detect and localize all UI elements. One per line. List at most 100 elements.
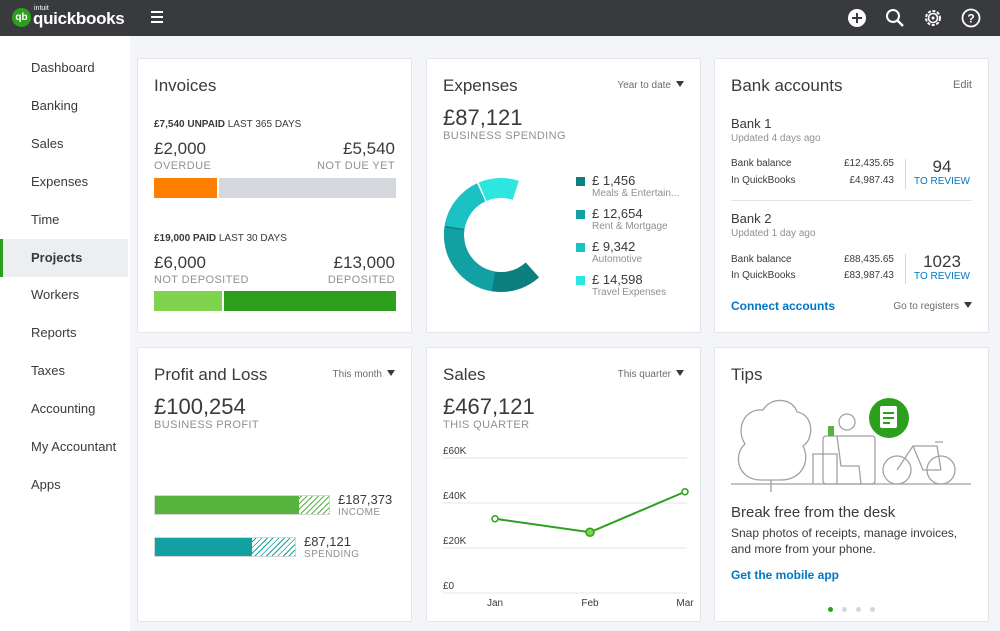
expenses-donut-chart[interactable] bbox=[441, 175, 561, 295]
bank-1-qb-label: In QuickBooks bbox=[731, 175, 796, 186]
paid-amount: £19,000 PAID bbox=[154, 233, 217, 244]
bank-2-review-link[interactable]: TO REVIEW bbox=[914, 271, 970, 282]
spending-bar-fill bbox=[155, 538, 252, 556]
unpaid-bar[interactable] bbox=[154, 178, 396, 198]
go-to-registers-dropdown[interactable]: Go to registers bbox=[893, 301, 972, 312]
bank-1-name[interactable]: Bank 1 bbox=[731, 116, 772, 131]
chevron-down-icon bbox=[676, 81, 684, 87]
deposited-value[interactable]: £13,000 bbox=[333, 253, 395, 272]
pagination-dot[interactable] bbox=[870, 607, 875, 612]
bank-2-qb-label: In QuickBooks bbox=[731, 270, 796, 281]
legend-value[interactable]: £ 9,342 bbox=[592, 239, 636, 254]
sales-series-line bbox=[494, 490, 686, 534]
x-tick-label: Feb bbox=[581, 598, 599, 609]
tip-headline: Break free from the desk bbox=[731, 504, 896, 521]
profit-loss-title[interactable]: Profit and Loss bbox=[154, 365, 268, 384]
sales-title[interactable]: Sales bbox=[443, 365, 486, 384]
unpaid-amount: £7,540 UNPAID bbox=[154, 119, 225, 130]
legend-value[interactable]: £ 12,654 bbox=[592, 206, 643, 221]
sales-total-label: THIS QUARTER bbox=[443, 419, 530, 431]
legend-label: Rent & Mortgage bbox=[592, 221, 668, 232]
overdue-bar-segment[interactable] bbox=[154, 178, 220, 198]
notdeposited-label: NOT DEPOSITED bbox=[154, 274, 249, 286]
paid-bar[interactable] bbox=[154, 291, 396, 311]
expenses-period-dropdown[interactable]: Year to date bbox=[617, 80, 684, 91]
bank-2-review-count[interactable]: 1023 bbox=[923, 252, 961, 271]
menu-icon[interactable] bbox=[151, 11, 163, 23]
legend-value[interactable]: £ 1,456 bbox=[592, 173, 636, 188]
sales-data-point[interactable] bbox=[681, 488, 689, 496]
legend-swatch bbox=[576, 210, 585, 219]
sidebar-item-taxes[interactable]: Taxes bbox=[31, 363, 65, 379]
sales-data-point[interactable] bbox=[585, 527, 595, 537]
bank-2-qb-value: £83,987.43 bbox=[843, 270, 894, 281]
sales-period-dropdown[interactable]: This quarter bbox=[618, 369, 684, 380]
legend-label: Travel Expenses bbox=[592, 287, 667, 298]
sidebar-item-accounting[interactable]: Accounting bbox=[31, 401, 96, 417]
sidebar-item-workers[interactable]: Workers bbox=[31, 287, 80, 303]
y-tick-label: £20K bbox=[443, 536, 467, 547]
profit-loss-card: Profit and Loss This month £100,254 BUSI… bbox=[137, 347, 412, 622]
bank-1-review-count[interactable]: 94 bbox=[932, 157, 952, 176]
tips-pagination[interactable] bbox=[828, 599, 884, 617]
quickbooks-logo-icon[interactable]: qb bbox=[12, 8, 31, 27]
legend-value[interactable]: £ 14,598 bbox=[592, 272, 643, 287]
overdue-label: OVERDUE bbox=[154, 160, 212, 172]
legend-swatch bbox=[576, 177, 585, 186]
sidebar-item-my-accountant[interactable]: My Accountant bbox=[31, 439, 117, 454]
brand-name[interactable]: quickbooks bbox=[33, 9, 125, 28]
sidebar: Dashboard Banking Sales Expenses Time Project… bbox=[0, 36, 130, 631]
pagination-dot[interactable] bbox=[856, 607, 861, 612]
profit-loss-period-dropdown[interactable]: This month bbox=[333, 369, 395, 380]
pagination-dot[interactable] bbox=[828, 607, 833, 612]
bank-2-updated: Updated 1 day ago bbox=[731, 228, 816, 239]
pagination-dot[interactable] bbox=[842, 607, 847, 612]
sidebar-item-expenses[interactable]: Expenses bbox=[31, 173, 89, 189]
edit-link[interactable]: Edit bbox=[953, 79, 972, 91]
bank-1-balance-label: Bank balance bbox=[731, 158, 792, 169]
sidebar-item-sales[interactable]: Sales bbox=[31, 135, 64, 151]
sidebar-item-time[interactable]: Time bbox=[31, 211, 60, 227]
get-mobile-app-link[interactable]: Get the mobile app bbox=[731, 568, 840, 582]
expenses-title[interactable]: Expenses bbox=[443, 76, 518, 95]
sales-data-point[interactable] bbox=[491, 515, 499, 523]
donut-slice[interactable] bbox=[444, 178, 558, 292]
legend-swatch bbox=[576, 276, 585, 285]
sales-card: Sales This quarter £467,121 THIS QUARTER… bbox=[426, 347, 701, 622]
bank-1-review-link[interactable]: TO REVIEW bbox=[914, 176, 970, 187]
search-icon[interactable] bbox=[884, 7, 906, 29]
sidebar-item-banking[interactable]: Banking bbox=[31, 97, 78, 113]
x-tick-label: Mar bbox=[676, 598, 694, 609]
x-tick-label: Jan bbox=[487, 598, 503, 609]
bank-2-balance-label: Bank balance bbox=[731, 254, 792, 265]
income-bar-fill bbox=[155, 496, 300, 514]
chevron-down-icon bbox=[387, 370, 395, 376]
legend-label: Meals & Entertain... bbox=[592, 188, 680, 199]
spending-value: £87,121 bbox=[304, 534, 351, 549]
svg-text:?: ? bbox=[967, 12, 974, 26]
sidebar-item-apps[interactable]: Apps bbox=[31, 476, 61, 492]
sidebar-item-reports[interactable]: Reports bbox=[31, 325, 77, 341]
spending-label: SPENDING bbox=[304, 549, 360, 560]
notdeposited-value[interactable]: £6,000 bbox=[154, 253, 206, 272]
sidebar-item-dashboard[interactable]: Dashboard bbox=[31, 60, 95, 75]
notdeposited-bar-segment[interactable] bbox=[154, 291, 225, 311]
spending-bar[interactable] bbox=[154, 537, 296, 557]
invoices-title[interactable]: Invoices bbox=[154, 76, 217, 95]
expenses-total-label: BUSINESS SPENDING bbox=[443, 130, 566, 142]
legend-swatch bbox=[576, 243, 585, 252]
income-value: £187,373 bbox=[338, 492, 393, 507]
sales-line-chart[interactable]: £60K £40K £20K £0 Jan Feb Mar bbox=[427, 436, 702, 616]
gear-icon[interactable] bbox=[922, 7, 944, 29]
chevron-down-icon bbox=[964, 302, 972, 308]
notdue-value[interactable]: £5,540 bbox=[343, 139, 395, 158]
plus-circle-icon[interactable] bbox=[846, 7, 868, 29]
income-bar[interactable] bbox=[154, 495, 330, 515]
tips-title[interactable]: Tips bbox=[731, 365, 763, 384]
overdue-value[interactable]: £2,000 bbox=[154, 139, 206, 158]
help-icon[interactable]: ? bbox=[960, 7, 982, 29]
bank-accounts-title[interactable]: Bank accounts bbox=[731, 76, 843, 95]
bank-2-name[interactable]: Bank 2 bbox=[731, 211, 772, 226]
sidebar-item-projects[interactable]: Projects bbox=[0, 238, 128, 277]
connect-accounts-link[interactable]: Connect accounts bbox=[731, 299, 836, 313]
